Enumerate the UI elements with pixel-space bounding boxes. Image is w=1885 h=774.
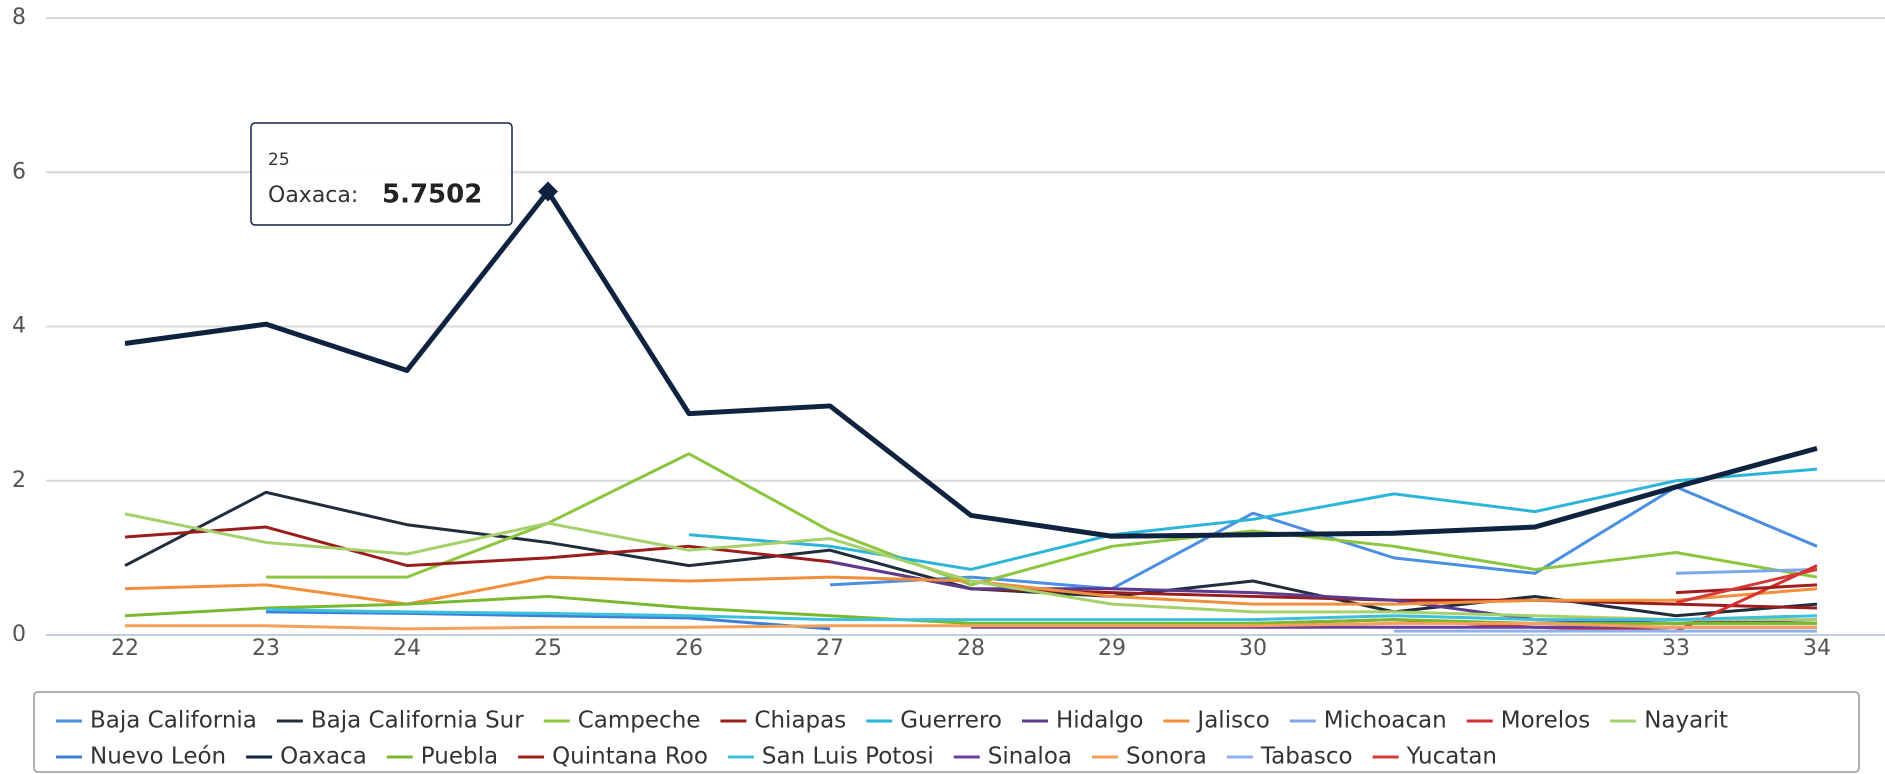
legend-item: Baja California [56, 708, 257, 734]
x-tick-label: 26 [675, 636, 703, 661]
legend-label: San Luis Potosi [762, 744, 934, 770]
x-tick-label: 29 [1098, 636, 1126, 661]
legend-item: Baja California Sur [276, 708, 524, 734]
legend-item: Michoacan [1289, 708, 1447, 734]
x-tick-label: 22 [111, 636, 139, 661]
legend-label: Puebla [421, 744, 498, 770]
legend-label: Tabasco [1260, 744, 1353, 770]
legend-label: Nuevo León [90, 744, 226, 770]
series-line [265, 608, 1818, 622]
legend-label: Baja California Sur [311, 708, 524, 734]
y-tick-label: 6 [12, 159, 26, 184]
series-line [1675, 567, 1818, 605]
legend-item: Puebla [386, 744, 498, 770]
legend-item: Quintana Roo [518, 744, 708, 770]
y-tick-label: 0 [12, 622, 26, 647]
x-tick-label: 33 [1662, 636, 1690, 661]
tooltip-box [250, 122, 513, 226]
legend-label: Guerrero [900, 708, 1002, 734]
series-line [125, 621, 1817, 631]
lines [124, 189, 1818, 633]
legend-item: Sonora [1091, 744, 1207, 770]
tooltip-series: Oaxaca: [268, 183, 358, 208]
x-tick-label: 27 [816, 636, 844, 661]
x-tick-label: 28 [957, 636, 985, 661]
x-tick-label: 31 [1380, 636, 1408, 661]
legend-item: San Luis Potosi [727, 744, 934, 770]
legend-item: Nuevo León [56, 744, 226, 770]
x-tick-label: 34 [1803, 636, 1831, 661]
x-tick-label: 23 [252, 636, 280, 661]
legend-label: Sonora [1126, 744, 1207, 770]
series-line [265, 610, 831, 631]
legend-box [33, 691, 1860, 773]
legend-item: Oaxaca [246, 744, 367, 770]
legend-label: Sinaloa [988, 744, 1072, 770]
tooltip: 25 Oaxaca: 5.7502 [250, 122, 558, 226]
series-line [1675, 583, 1818, 595]
legend-label: Nayarit [1644, 708, 1728, 734]
series-line [1675, 567, 1818, 575]
legend-label: Campeche [578, 708, 701, 734]
hover-marker [538, 181, 558, 202]
legend-item: Sinaloa [953, 744, 1072, 770]
y-tick-label: 2 [12, 468, 26, 493]
legend-label: Jalisco [1195, 708, 1269, 734]
x-tick-label: 32 [1521, 636, 1549, 661]
legend-label: Chiapas [754, 708, 846, 734]
legend-label: Yucatan [1406, 744, 1497, 770]
legend-label: Morelos [1501, 708, 1590, 734]
legend-label: Hidalgo [1056, 708, 1143, 734]
legend-item: Campeche [543, 708, 701, 734]
x-tick-label: 24 [393, 636, 421, 661]
y-tick-label: 4 [12, 314, 26, 339]
legend-item: Morelos [1466, 708, 1590, 734]
legend-item: Tabasco [1226, 744, 1353, 770]
legend-label: Baja California [90, 708, 257, 734]
legend-item: Hidalgo [1021, 708, 1143, 734]
legend-label: Michoacan [1324, 708, 1447, 734]
tooltip-header: 25 [268, 150, 290, 170]
series-line [124, 512, 1817, 622]
legend-item: Chiapas [720, 708, 846, 734]
legend-label: Quintana Roo [552, 744, 708, 770]
series-line [124, 490, 1818, 618]
x-tick-label: 25 [534, 636, 562, 661]
series-line [266, 452, 1818, 587]
legend-item: Yucatan [1372, 744, 1497, 770]
legend-item: Jalisco [1163, 708, 1270, 734]
series-line [124, 189, 1818, 539]
legend: Baja California Baja California Sur Campec… [56, 708, 1728, 770]
legend-item: Guerrero [866, 708, 1002, 734]
legend-item: Nayarit [1610, 708, 1728, 734]
tooltip-value: 5.7502 [382, 180, 482, 210]
x-tick-label: 30 [1239, 636, 1267, 661]
y-tick-label: 8 [12, 5, 26, 30]
legend-label: Oaxaca [280, 744, 367, 770]
